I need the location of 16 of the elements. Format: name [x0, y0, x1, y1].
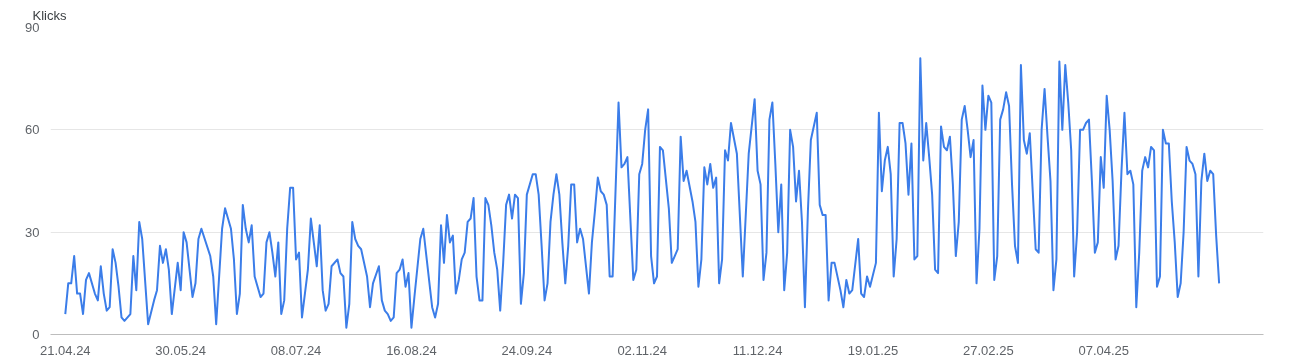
- x-tick-label: 21.04.24: [39, 342, 91, 357]
- y-tick-label: 0: [32, 327, 40, 342]
- y-axis-title: Klicks: [32, 7, 67, 23]
- y-tick-label: 60: [25, 122, 40, 138]
- x-tick-label: 24.09.24: [501, 342, 553, 357]
- x-tick-label: 16.08.24: [386, 342, 437, 357]
- x-tick-label: 19.01.25: [847, 342, 899, 357]
- x-tick-label: 08.07.24: [270, 342, 322, 357]
- line-series: [64, 57, 1221, 329]
- x-tick-label: 30.05.24: [155, 342, 206, 357]
- y-tick-label: 30: [25, 224, 40, 240]
- x-tick-label: 07.04.25: [1078, 342, 1130, 357]
- x-tick-label: 02.11.24: [617, 342, 668, 357]
- y-tick-label: 90: [25, 20, 40, 35]
- x-tick-label: 11.12.24: [732, 342, 783, 357]
- x-tick-label: 27.02.25: [963, 342, 1014, 357]
